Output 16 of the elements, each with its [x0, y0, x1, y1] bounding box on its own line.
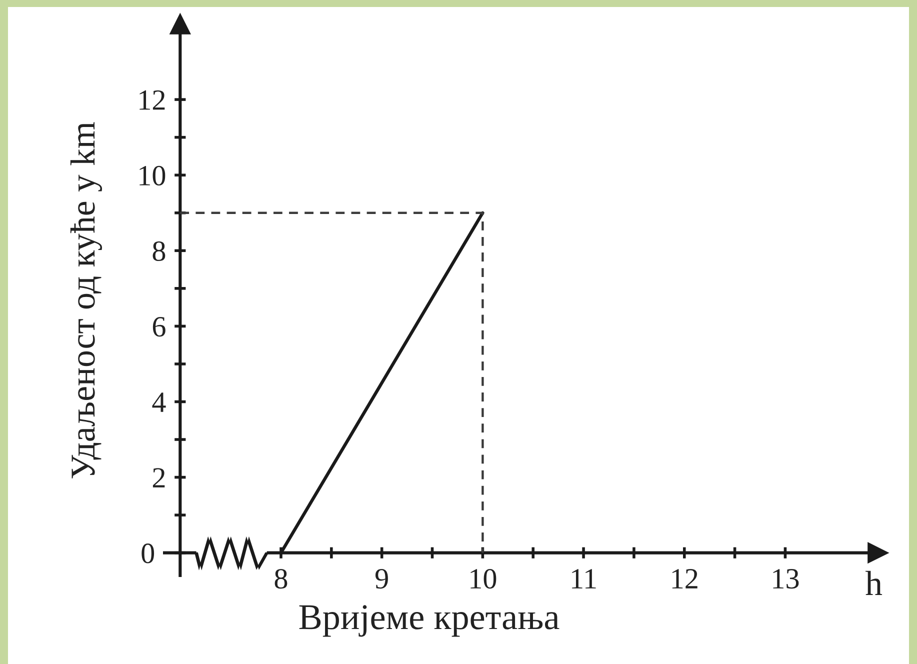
y-tick-label: 4 [152, 392, 166, 412]
x-tick-label: 8 [274, 568, 288, 589]
x-tick-label: 11 [572, 569, 596, 588]
x-axis-title: Вријеме кретања [299, 605, 560, 637]
y-tick-label: 8 [152, 241, 166, 262]
annotation: h [865, 570, 882, 595]
y-tick-label: 12 [140, 90, 165, 110]
y-tick-label: 10 [140, 166, 166, 186]
x-tick-label: 10 [470, 568, 496, 589]
y-tick-label: 2 [152, 468, 165, 488]
x-tick-label: 12 [672, 569, 698, 588]
x-tick-label: 9 [375, 569, 388, 589]
y-tick-label: 6 [152, 316, 166, 337]
y-tick-label: 0 [142, 544, 154, 564]
y-axis-title: Удаљеност од куће у km [70, 122, 102, 478]
x-tick-label: 13 [773, 569, 799, 589]
